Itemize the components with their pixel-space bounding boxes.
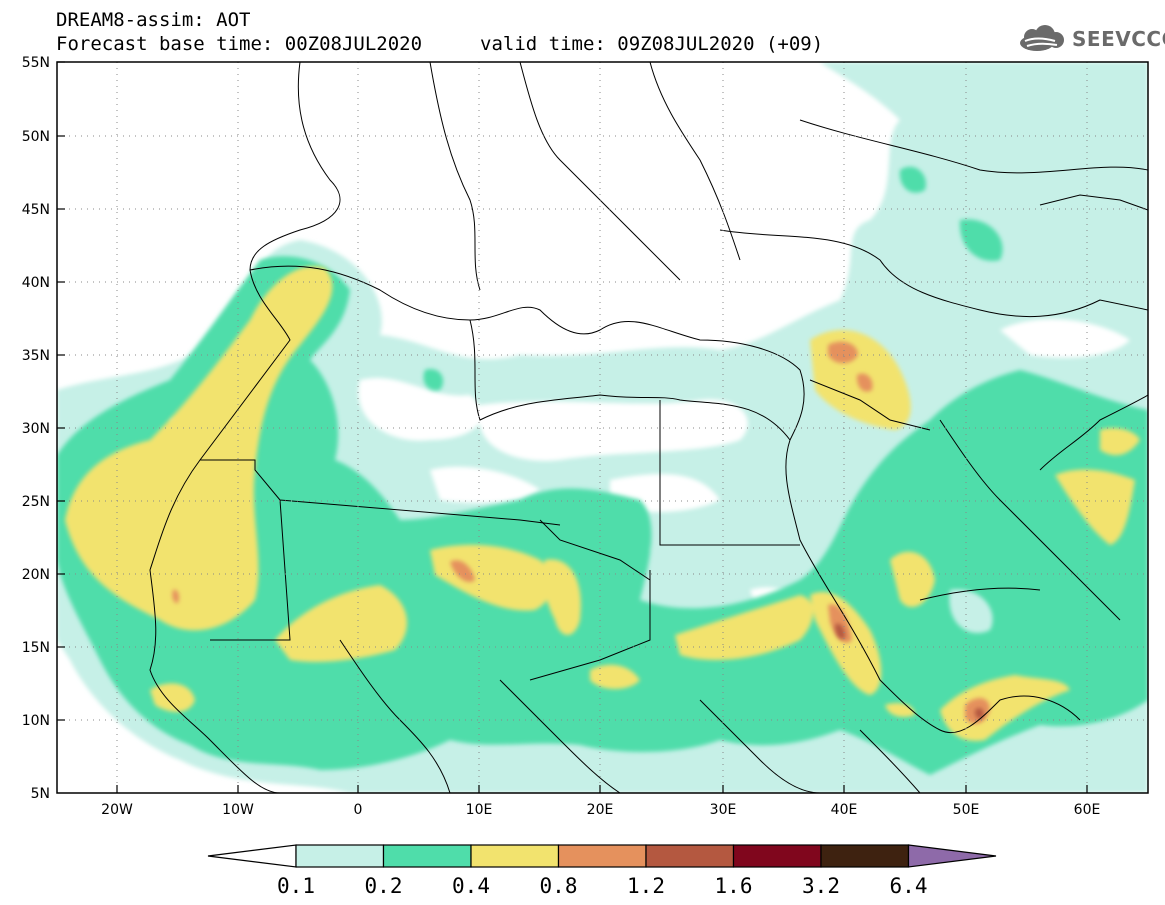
lat-label: 55N	[22, 55, 50, 71]
lat-label: 50N	[22, 129, 50, 145]
forecast-base-time: Forecast base time: 00Z08JUL2020	[56, 33, 423, 55]
colorbar-swatch	[732, 844, 822, 868]
colorbar-swatch	[470, 844, 560, 868]
colorbar-label: 1.2	[627, 874, 665, 898]
colorbar-label: 6.4	[890, 874, 928, 898]
aot-field	[57, 62, 1148, 793]
colorbar-swatch	[207, 844, 297, 868]
lon-label: 30E	[710, 802, 737, 818]
colorbar-label: 0.4	[452, 874, 490, 898]
colorbar-label: 1.6	[715, 874, 753, 898]
lat-label: 25N	[22, 494, 50, 510]
cloud-icon	[1020, 25, 1064, 51]
colorbar-swatch	[645, 844, 735, 868]
valid-time: valid time: 09Z08JUL2020 (+09)	[480, 33, 824, 55]
lon-label: 60E	[1074, 802, 1101, 818]
lon-label: 20E	[587, 802, 614, 818]
logo-text: SEEVCCC	[1072, 27, 1165, 51]
lon-label: 50E	[953, 802, 980, 818]
colorbar-label: 0.8	[540, 874, 578, 898]
colorbar-label: 3.2	[802, 874, 840, 898]
lon-label: 40E	[831, 802, 858, 818]
axis-ticks	[57, 61, 1088, 793]
colorbar-label: 0.2	[365, 874, 403, 898]
lon-label: 0	[354, 802, 363, 818]
lat-label: 5N	[31, 786, 50, 802]
colorbar-swatch	[295, 844, 385, 868]
lat-label: 10N	[22, 713, 50, 729]
colorbar-swatch	[557, 844, 647, 868]
lat-label: 35N	[22, 348, 50, 364]
colorbar-label: 0.1	[277, 874, 315, 898]
colorbar	[207, 844, 997, 868]
map-title: DREAM8-assim: AOT	[56, 9, 251, 31]
colorbar-swatch	[820, 844, 910, 868]
lon-label: 10E	[466, 802, 493, 818]
colorbar-swatch	[382, 844, 472, 868]
coastlines	[149, 62, 1148, 793]
lat-label: 15N	[22, 640, 50, 656]
lat-label: 40N	[22, 275, 50, 291]
lat-label: 20N	[22, 567, 50, 583]
lat-label: 30N	[22, 421, 50, 437]
colorbar-swatch	[907, 844, 997, 868]
lat-label: 45N	[22, 202, 50, 218]
lon-label: 20W	[101, 802, 133, 818]
lon-label: 10W	[222, 802, 254, 818]
